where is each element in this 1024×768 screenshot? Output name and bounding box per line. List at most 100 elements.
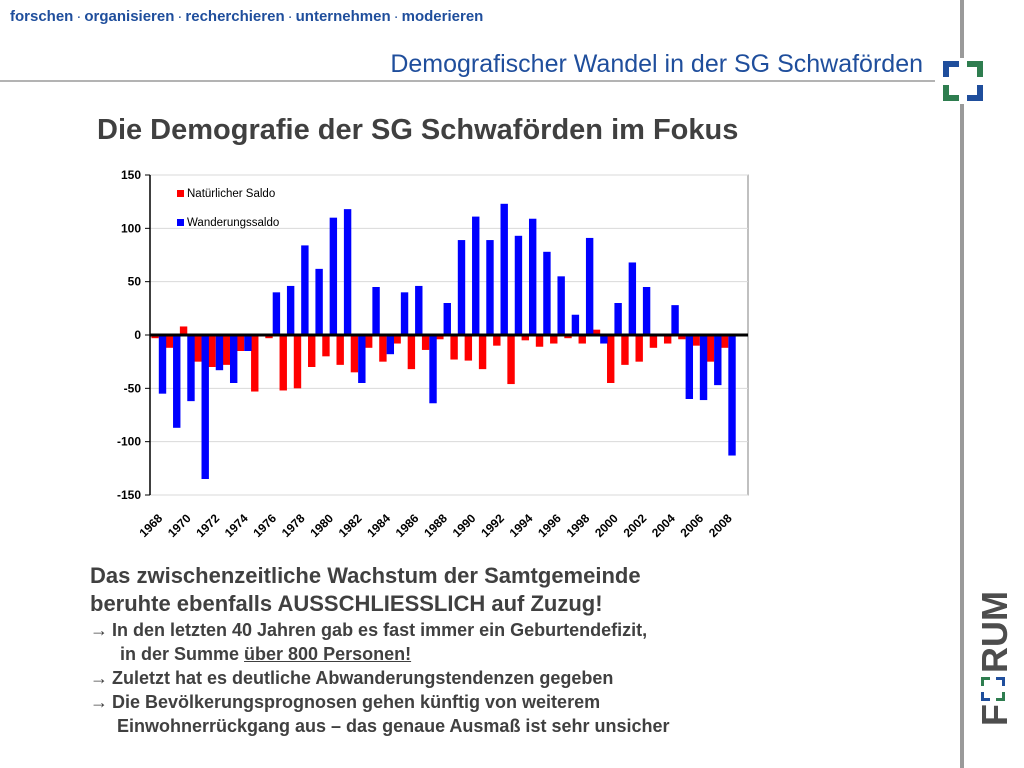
y-tick-label: 0	[134, 328, 141, 342]
legend-swatch	[177, 219, 184, 226]
bar-natural-saldo	[621, 335, 629, 365]
nav-item-unternehmen: unternehmen	[295, 8, 391, 25]
bar-natural-saldo	[478, 335, 487, 370]
bar-wanderungssaldo	[699, 335, 708, 401]
legend-swatch	[177, 190, 184, 197]
x-tick-label: 1980	[307, 511, 336, 540]
bar-natural-saldo	[421, 335, 430, 350]
nav-separator: ·	[76, 8, 82, 25]
bar-natural-saldo	[607, 335, 615, 383]
bar-natural-saldo	[379, 335, 387, 362]
bar-wanderungssaldo	[400, 292, 409, 335]
bar-natural-saldo	[592, 329, 601, 335]
x-tick-label: 1998	[564, 511, 593, 540]
bar-wanderungssaldo	[315, 268, 323, 335]
bar-natural-saldo	[535, 335, 544, 347]
arrow-icon: →	[90, 692, 108, 712]
y-tick-label: -100	[117, 435, 141, 449]
bar-natural-saldo	[179, 326, 188, 335]
bar-natural-saldo	[564, 335, 572, 339]
bar-wanderungssaldo	[614, 303, 622, 335]
forum-logo-letters-rum: RUM	[976, 591, 1012, 673]
bar-natural-saldo	[678, 335, 686, 340]
bar-wanderungssaldo	[472, 216, 480, 335]
bar-wanderungssaldo	[215, 335, 224, 371]
bar-wanderungssaldo	[628, 262, 637, 335]
bar-natural-saldo	[165, 335, 174, 348]
bar-wanderungssaldo	[329, 217, 338, 335]
bar-natural-saldo	[635, 335, 643, 362]
bar-wanderungssaldo	[571, 314, 580, 335]
bar-wanderungssaldo	[286, 285, 295, 335]
bar-natural-saldo	[336, 335, 344, 365]
x-tick-label: 1986	[393, 511, 422, 540]
x-tick-label: 1972	[193, 511, 222, 540]
forum-side-logo: F RUM	[976, 591, 1012, 726]
vertical-divider	[960, 0, 964, 768]
nav-item-moderieren: moderieren	[401, 8, 484, 25]
x-tick-label: 1988	[421, 511, 450, 540]
x-tick-label: 2006	[678, 511, 707, 540]
x-tick-label: 1974	[222, 511, 251, 540]
bar-natural-saldo	[265, 335, 273, 339]
header-divider	[0, 80, 935, 82]
nav-item-recherchieren: recherchieren	[185, 8, 285, 25]
bar-wanderungssaldo	[671, 305, 679, 335]
x-tick-label: 2008	[706, 511, 735, 540]
nav-separator: ·	[393, 8, 399, 25]
bar-wanderungssaldo	[201, 335, 209, 479]
bullet-1: → In den letzten 40 Jahren gab es fast im…	[90, 618, 950, 642]
x-tick-label: 1976	[250, 511, 279, 540]
bar-natural-saldo	[507, 335, 515, 385]
bar-wanderungssaldo	[244, 335, 252, 351]
bullet-3-text: Die Bevölkerungsprognosen gehen künftig …	[112, 692, 601, 712]
x-tick-label: 1994	[507, 511, 536, 540]
x-tick-label: 1982	[336, 511, 365, 540]
bar-natural-saldo	[293, 335, 302, 389]
bar-natural-saldo	[251, 335, 259, 392]
bar-wanderungssaldo	[343, 209, 352, 335]
bar-natural-saldo	[322, 335, 330, 357]
nav-separator: ·	[177, 8, 183, 25]
x-tick-label: 1970	[165, 511, 194, 540]
top-nav: forschen · organisieren · recherchieren · unte…	[10, 8, 483, 25]
slide-subtitle: Demografischer Wandel in der SG Schwaför…	[390, 50, 923, 78]
x-tick-label: 1996	[535, 511, 564, 540]
bar-wanderungssaldo	[272, 292, 281, 335]
bar-wanderungssaldo	[557, 276, 565, 335]
bar-natural-saldo	[279, 335, 287, 391]
bar-wanderungssaldo	[600, 335, 608, 344]
x-tick-label: 2002	[621, 511, 650, 540]
bar-wanderungssaldo	[415, 285, 423, 335]
bar-natural-saldo	[222, 335, 230, 365]
bar-wanderungssaldo	[173, 335, 181, 428]
bar-natural-saldo	[578, 335, 586, 344]
bar-wanderungssaldo	[486, 240, 494, 335]
text-line-1: Das zwischenzeitliche Wachstum der Samtg…	[90, 563, 641, 588]
bar-natural-saldo	[706, 335, 715, 362]
y-tick-label: 150	[121, 168, 141, 182]
bar-natural-saldo	[236, 335, 245, 351]
x-tick-label: 1992	[478, 511, 507, 540]
bar-wanderungssaldo	[543, 251, 551, 335]
bar-wanderungssaldo	[642, 287, 651, 335]
forum-logo-letter-f: F	[976, 704, 1012, 726]
bar-wanderungssaldo	[187, 335, 195, 402]
nav-item-forschen: forschen	[10, 8, 74, 25]
chart-container: 150 100 50 0 -50 -100 -150 1968 1970 1972 1974 1976…	[100, 162, 760, 552]
x-tick-label: 2004	[649, 511, 678, 540]
arrow-icon: →	[90, 668, 108, 688]
bar-wanderungssaldo	[514, 235, 523, 335]
bar-natural-saldo	[521, 335, 529, 341]
bar-natural-saldo	[436, 335, 444, 340]
bullet-1-continued: in der Summe über 800 Personen!	[90, 642, 950, 666]
bar-natural-saldo	[208, 335, 216, 367]
bar-natural-saldo	[407, 335, 416, 370]
demography-bar-chart: 150 100 50 0 -50 -100 -150 1968 1970 1972 1974 1976…	[117, 168, 749, 540]
bar-wanderungssaldo	[500, 203, 508, 335]
bar-natural-saldo	[364, 335, 373, 348]
bullet-1-prefix: in der Summe	[120, 644, 245, 664]
forum-logo-icon	[940, 58, 986, 104]
bar-natural-saldo	[308, 335, 316, 367]
bar-natural-saldo	[550, 335, 558, 344]
